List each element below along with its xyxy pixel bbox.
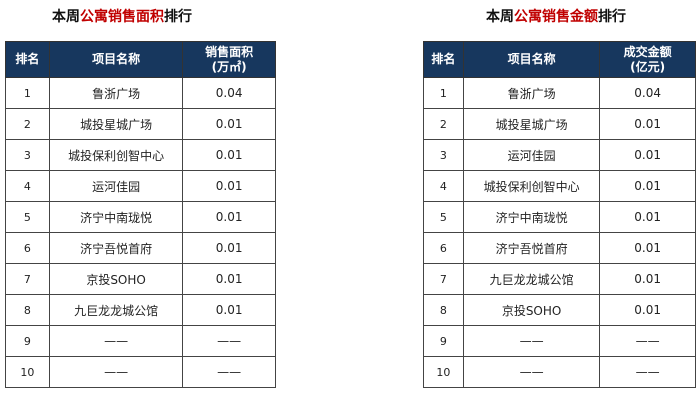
value-cell: 0.01	[182, 108, 276, 140]
project-name-cell: 鲁浙广场	[48, 77, 184, 109]
project-name-cell: ——	[48, 325, 184, 357]
rank-cell: 10	[423, 356, 464, 388]
project-name-cell: 济宁吾悦首府	[462, 232, 601, 264]
right-title: 本周公寓销售金额排行	[486, 9, 626, 25]
project-name-cell: 京投SOHO	[462, 294, 601, 326]
value-cell: 0.01	[182, 170, 276, 202]
rank-cell: 8	[423, 294, 464, 326]
value-cell: 0.01	[599, 294, 696, 326]
value-cell: 0.01	[599, 108, 696, 140]
table-row: 8 京投SOHO 0.01	[423, 294, 696, 326]
project-name-cell: ——	[462, 356, 601, 388]
value-cell: 0.01	[599, 170, 696, 202]
project-name-cell: 鲁浙广场	[462, 77, 601, 109]
value-cell: 0.01	[599, 201, 696, 233]
rank-cell: 4	[5, 170, 50, 202]
area-ranking-table: 排名 项目名称 销售面积 (万㎡) 1 鲁浙广场 0.04 2 城投星城广场 0.01 3 城投…	[5, 41, 276, 388]
rank-cell: 9	[5, 325, 50, 357]
rank-cell: 1	[423, 77, 464, 109]
table-row: 6 济宁吾悦首府 0.01	[5, 232, 276, 264]
value-cell: 0.01	[182, 263, 276, 295]
value-cell: 0.01	[599, 139, 696, 171]
project-name-cell: 城投保利创智中心	[48, 139, 184, 171]
rank-cell: 1	[5, 77, 50, 109]
table-row: 5 济宁中南珑悦 0.01	[423, 201, 696, 233]
project-name-cell: ——	[48, 356, 184, 388]
value-cell: 0.01	[182, 294, 276, 326]
value-cell: ——	[182, 356, 276, 388]
project-name-cell: 济宁吾悦首府	[48, 232, 184, 264]
value-cell: 0.01	[182, 232, 276, 264]
project-name-cell: 运河佳园	[462, 139, 601, 171]
project-name-cell: 城投保利创智中心	[462, 170, 601, 202]
project-name-cell: 九巨龙龙城公馆	[462, 263, 601, 295]
rank-cell: 3	[5, 139, 50, 171]
value-cell: 0.04	[182, 77, 276, 109]
rank-cell: 3	[423, 139, 464, 171]
value-cell: 0.01	[182, 139, 276, 171]
value-cell: ——	[599, 325, 696, 357]
project-name-cell: 城投星城广场	[462, 108, 601, 140]
header-value: 销售面积 (万㎡)	[182, 41, 276, 78]
table-row: 1 鲁浙广场 0.04	[5, 77, 276, 109]
project-name-cell: 九巨龙龙城公馆	[48, 294, 184, 326]
value-cell: ——	[599, 356, 696, 388]
rank-cell: 8	[5, 294, 50, 326]
table-row: 10 —— ——	[5, 356, 276, 388]
amount-ranking-table: 排名 项目名称 成交金额 (亿元) 1 鲁浙广场 0.04 2 城投星城广场 0.01 3 运河…	[423, 41, 696, 388]
project-name-cell: 济宁中南珑悦	[462, 201, 601, 233]
table-row: 10 —— ——	[423, 356, 696, 388]
project-name-cell: 京投SOHO	[48, 263, 184, 295]
table-row: 4 城投保利创智中心 0.01	[423, 170, 696, 202]
table-row: 5 济宁中南珑悦 0.01	[5, 201, 276, 233]
header-rank: 排名	[423, 41, 464, 78]
header-name: 项目名称	[48, 41, 184, 78]
rank-cell: 9	[423, 325, 464, 357]
table-row: 7 九巨龙龙城公馆 0.01	[423, 263, 696, 295]
header-rank: 排名	[5, 41, 50, 78]
value-cell: ——	[182, 325, 276, 357]
table-row: 3 运河佳园 0.01	[423, 139, 696, 171]
table-row: 6 济宁吾悦首府 0.01	[423, 232, 696, 264]
rank-cell: 6	[423, 232, 464, 264]
table-row: 1 鲁浙广场 0.04	[423, 77, 696, 109]
table-row: 9 —— ——	[423, 325, 696, 357]
value-cell: 0.01	[182, 201, 276, 233]
table-row: 8 九巨龙龙城公馆 0.01	[5, 294, 276, 326]
table-row: 2 城投星城广场 0.01	[5, 108, 276, 140]
rank-cell: 4	[423, 170, 464, 202]
header-name: 项目名称	[462, 41, 601, 78]
rank-cell: 2	[5, 108, 50, 140]
rank-cell: 5	[423, 201, 464, 233]
value-cell: 0.01	[599, 263, 696, 295]
value-cell: 0.04	[599, 77, 696, 109]
table-row: 4 运河佳园 0.01	[5, 170, 276, 202]
table-row: 2 城投星城广场 0.01	[423, 108, 696, 140]
rank-cell: 10	[5, 356, 50, 388]
left-title: 本周公寓销售面积排行	[52, 9, 192, 25]
table-row: 3 城投保利创智中心 0.01	[5, 139, 276, 171]
rank-cell: 6	[5, 232, 50, 264]
project-name-cell: 运河佳园	[48, 170, 184, 202]
project-name-cell: ——	[462, 325, 601, 357]
rank-cell: 7	[5, 263, 50, 295]
rank-cell: 5	[5, 201, 50, 233]
rank-cell: 7	[423, 263, 464, 295]
project-name-cell: 城投星城广场	[48, 108, 184, 140]
value-cell: 0.01	[599, 232, 696, 264]
project-name-cell: 济宁中南珑悦	[48, 201, 184, 233]
rank-cell: 2	[423, 108, 464, 140]
table-row: 9 —— ——	[5, 325, 276, 357]
header-value: 成交金额 (亿元)	[599, 41, 696, 78]
table-row: 7 京投SOHO 0.01	[5, 263, 276, 295]
